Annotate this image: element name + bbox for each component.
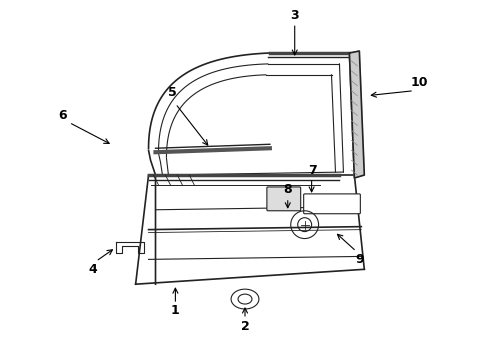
Text: 7: 7: [308, 163, 317, 176]
Text: 5: 5: [168, 86, 177, 99]
Text: 1: 1: [171, 305, 180, 318]
Text: 6: 6: [59, 109, 67, 122]
Text: 4: 4: [89, 263, 97, 276]
Text: 10: 10: [410, 76, 428, 89]
Polygon shape: [349, 51, 365, 178]
Text: 2: 2: [241, 320, 249, 333]
FancyBboxPatch shape: [304, 194, 360, 214]
FancyBboxPatch shape: [267, 187, 301, 211]
Text: 8: 8: [283, 184, 292, 197]
Text: 3: 3: [291, 9, 299, 22]
Text: 9: 9: [355, 253, 364, 266]
